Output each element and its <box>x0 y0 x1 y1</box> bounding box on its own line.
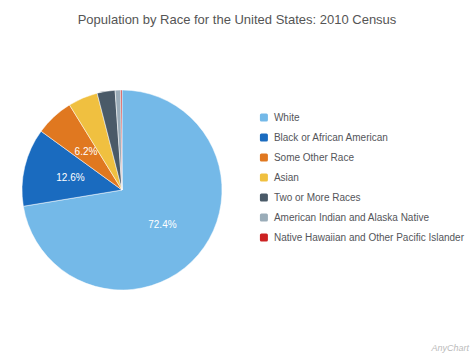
svg-text:White: White <box>274 112 300 123</box>
svg-text:American Indian and Alaska Nat: American Indian and Alaska Native <box>274 212 430 223</box>
svg-text:Two or More Races: Two or More Races <box>274 192 361 203</box>
svg-text:72.4%: 72.4% <box>148 219 176 230</box>
svg-text:12.6%: 12.6% <box>56 172 84 183</box>
svg-text:6.2%: 6.2% <box>75 146 98 157</box>
svg-text:AnyChart: AnyChart <box>430 343 469 353</box>
svg-text:Some Other Race: Some Other Race <box>274 152 354 163</box>
svg-text:Asian: Asian <box>274 172 299 183</box>
svg-text:Black or African American: Black or African American <box>274 132 388 143</box>
svg-text:Population by Race for the Uni: Population by Race for the United States… <box>78 12 397 27</box>
svg-text:Native Hawaiian and Other Paci: Native Hawaiian and Other Pacific Island… <box>274 232 465 243</box>
